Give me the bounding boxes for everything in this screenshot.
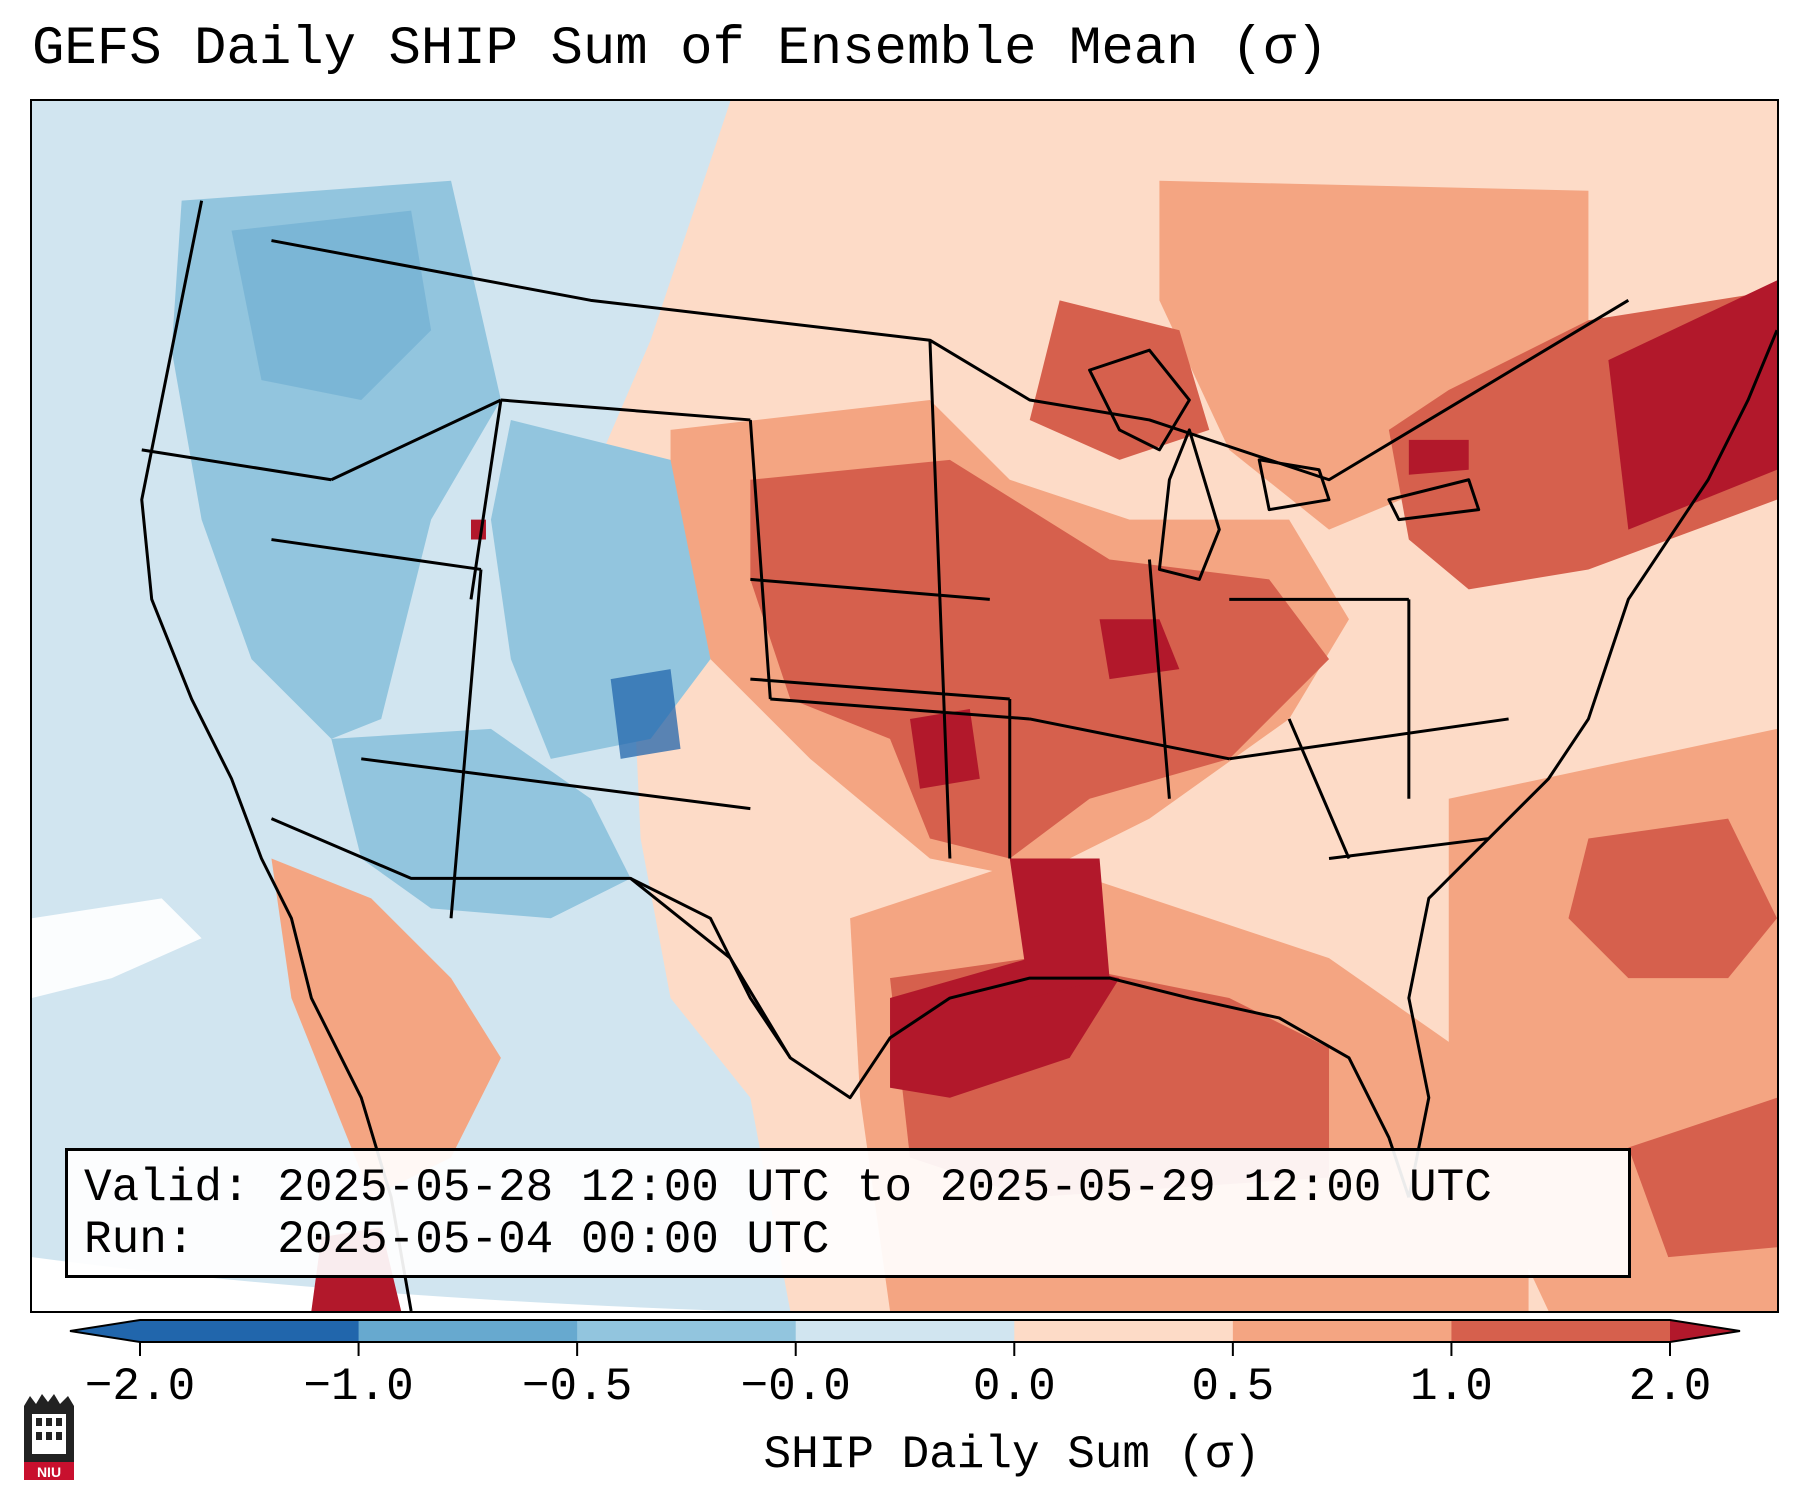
valid-run-info-box: Valid: 2025-05-28 12:00 UTC to 2025-05-2… (65, 1148, 1631, 1278)
colorbar-label: SHIP Daily Sum (σ) (763, 1429, 1261, 1481)
canada-border (271, 239, 1630, 482)
valid-time-text: Valid: 2025-05-28 12:00 UTC to 2025-05-2… (84, 1162, 1492, 1214)
colorbar-segment (358, 1320, 578, 1342)
state-lines (141, 340, 1509, 919)
ocean-white-patch (32, 898, 202, 999)
run-time-text: Run: 2025-05-04 00:00 UTC (84, 1214, 830, 1266)
niu-logo: NIU (24, 1394, 74, 1480)
map-panel (30, 99, 1779, 1313)
colorbar-tick-label: 2.0 (1628, 1361, 1712, 1413)
colorbar (69, 1319, 1741, 1356)
colorbar-segment (140, 1320, 360, 1342)
colorbar-tick-label: −1.0 (303, 1361, 414, 1413)
colorbar-tick-label: 0.5 (1191, 1361, 1275, 1413)
logo-text: NIU (37, 1464, 61, 1480)
chart-title: GEFS Daily SHIP Sum of Ensemble Mean (σ) (32, 19, 1329, 80)
colorbar-segment (795, 1320, 1015, 1342)
coastline-east (1407, 329, 1777, 1198)
positive-anomaly-field (590, 101, 1777, 1311)
colorbar-segment (1451, 1320, 1671, 1342)
negative-anomaly-field (171, 180, 711, 919)
colorbar-segment (1232, 1320, 1452, 1342)
mexico-border (270, 817, 792, 1059)
colorbar-tick-label: −0.5 (521, 1361, 633, 1413)
great-lakes (1088, 348, 1481, 581)
coastline-west (140, 200, 413, 1311)
colorbar-tick-label: 1.0 (1410, 1361, 1493, 1413)
projection-edge (32, 1257, 731, 1311)
colorbar-tick-label: −2.0 (84, 1361, 196, 1413)
colorbar-segment (1014, 1320, 1234, 1342)
map-canvas (32, 101, 1777, 1311)
colorbar-extend-min (70, 1320, 140, 1342)
colorbar-extend-max (1670, 1320, 1740, 1342)
coastline-gulf (629, 877, 1411, 1198)
mexico-positive-patch (271, 858, 501, 1198)
boundary-lines (140, 200, 1777, 1311)
colorbar-tick-label: −0.0 (740, 1361, 851, 1413)
colorbar-tick-label: 0.0 (972, 1361, 1056, 1413)
colorbar-segment (577, 1320, 797, 1342)
